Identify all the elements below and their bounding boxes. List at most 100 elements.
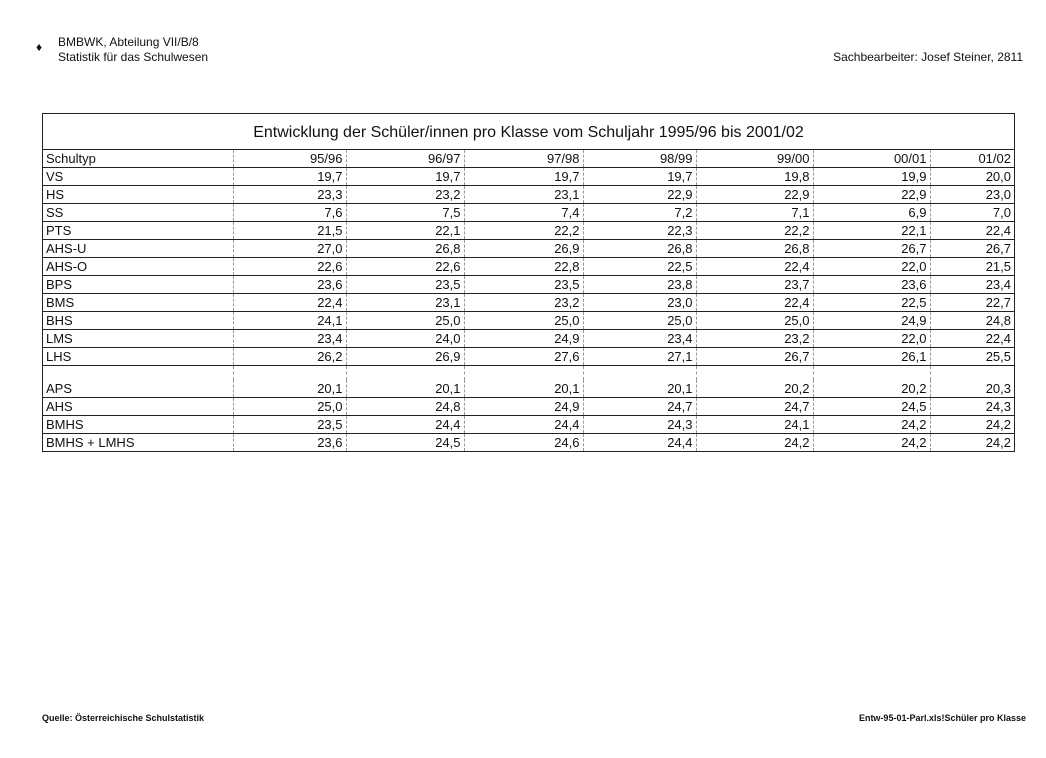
cell-value: 22,6 — [346, 257, 465, 276]
summary-row: AHS 25,0 24,8 24,9 24,7 24,7 24,5 24,3 — [43, 397, 1014, 416]
cell-value: 23,5 — [346, 275, 465, 294]
cell-value — [696, 365, 814, 380]
organization-header: BMBWK, Abteilung VII/B/8 Statistik für d… — [58, 35, 208, 65]
row-label: BPS — [43, 275, 234, 294]
row-label: BMS — [43, 293, 234, 312]
table-row: AHS-O 22,6 22,6 22,8 22,5 22,4 22,0 21,5 — [43, 257, 1014, 276]
cell-value — [346, 365, 465, 380]
table-row: VS 19,7 19,7 19,7 19,7 19,8 19,9 20,0 — [43, 167, 1014, 186]
cell-value: 7,1 — [696, 203, 814, 222]
file-reference: Entw-95-01-Parl.xls!Schüler pro Klasse — [858, 713, 1026, 723]
cell-value: 24,2 — [813, 433, 931, 451]
cell-value: 97/98 — [464, 150, 584, 168]
cell-value: 24,1 — [233, 311, 347, 330]
cell-value: 24,2 — [985, 435, 1011, 450]
row-label: VS — [43, 167, 234, 186]
cell-value: 23,2 — [346, 185, 465, 204]
cell-value: 20,0 — [930, 167, 1014, 186]
summary-row: APS 20,1 20,1 20,1 20,1 20,2 20,2 20,3 — [43, 380, 1014, 398]
cell-value: 23,8 — [583, 275, 697, 294]
cell-value: 22,1 — [346, 221, 465, 240]
cell-value: 24,5 — [813, 397, 931, 416]
cell-value: 22,4 — [696, 293, 814, 312]
table-row: LMS 23,4 24,0 24,9 23,4 23,2 22,0 22,4 — [43, 329, 1014, 348]
cell-value: 19,7 — [583, 167, 697, 186]
cell-value: 27,0 — [233, 239, 347, 258]
cell-value: 24,9 — [464, 329, 584, 348]
cell-value: 27,6 — [464, 347, 584, 366]
cell-value: 26,7 — [813, 239, 931, 258]
cell-value: 22,2 — [696, 221, 814, 240]
cell-value: 26,9 — [464, 239, 584, 258]
cell-value: 24,2 — [813, 415, 931, 434]
cell-value: 26,7 — [930, 239, 1014, 258]
row-label: PTS — [43, 221, 234, 240]
cell-value: 99/00 — [696, 150, 814, 168]
cell-value: 24,0 — [346, 329, 465, 348]
table-row: SS 7,6 7,5 7,4 7,2 7,1 6,9 7,0 — [43, 203, 1014, 222]
row-label: BMHS + LMHS — [43, 433, 234, 451]
cell-value: 19,8 — [696, 167, 814, 186]
cell-value: 23,1 — [464, 185, 584, 204]
cell-value: 22,9 — [813, 185, 931, 204]
row-label: APS — [43, 380, 234, 398]
cell-value: 23,6 — [233, 433, 347, 451]
cell-value: 7,4 — [464, 203, 584, 222]
cell-value: 23,4 — [583, 329, 697, 348]
cell-value: 24,5 — [346, 433, 465, 451]
cell-value: 22,5 — [583, 257, 697, 276]
table-row: HS 23,3 23,2 23,1 22,9 22,9 22,9 23,0 — [43, 185, 1014, 204]
row-label: BHS — [43, 311, 234, 330]
row-label: HS — [43, 185, 234, 204]
cell-value: 23,0 — [930, 185, 1014, 204]
cell-value: 25,0 — [346, 311, 465, 330]
table-row: PTS 21,5 22,1 22,2 22,3 22,2 22,1 22,4 — [43, 221, 1014, 240]
cell-value: 24,9 — [464, 397, 584, 416]
cell-value: 22,0 — [813, 329, 931, 348]
cell-value: 24,3 — [930, 397, 1014, 416]
table-row: LHS 26,2 26,9 27,6 27,1 26,7 26,1 25,5 — [43, 347, 1014, 366]
cell-value: 24,2 — [930, 415, 1014, 434]
cell-value: 22,9 — [696, 185, 814, 204]
cell-value: 24,9 — [813, 311, 931, 330]
cell-value: 23,5 — [233, 415, 347, 434]
cell-value: 23,6 — [813, 275, 931, 294]
cell-value: 27,1 — [583, 347, 697, 366]
cell-value: 20,2 — [696, 380, 814, 398]
row-label: SS — [43, 203, 234, 222]
cell-value: 23,2 — [464, 293, 584, 312]
cell-value: 26,9 — [346, 347, 465, 366]
cell-value: 24,4 — [346, 415, 465, 434]
cell-value: 24,1 — [696, 415, 814, 434]
cell-value: 24,8 — [346, 397, 465, 416]
cell-value: 20,3 — [930, 380, 1014, 398]
header-row: Schultyp 95/96 96/97 97/98 98/99 99/00 00/01 01… — [43, 150, 1014, 168]
table-row: BHS 24,1 25,0 25,0 25,0 25,0 24,9 24,8 — [43, 311, 1014, 330]
cell-value: 24,8 — [930, 311, 1014, 330]
cell-value: 23,4 — [930, 275, 1014, 294]
cell-value: 22,4 — [930, 221, 1014, 240]
cell-value: 22,6 — [233, 257, 347, 276]
cell-value: 24,6 — [464, 433, 584, 451]
cell-value: 20,1 — [464, 380, 584, 398]
cell-value: 96/97 — [346, 150, 465, 168]
cell-value: 6,9 — [813, 203, 931, 222]
org-line-2: Statistik für das Schulwesen — [58, 50, 209, 64]
cell-value: 24,2 — [696, 433, 814, 451]
cell-value: 7,2 — [583, 203, 697, 222]
cell-value: 26,8 — [696, 239, 814, 258]
cell-value: 26,7 — [696, 347, 814, 366]
cell-value: 23,3 — [233, 185, 347, 204]
cell-value: 19,7 — [346, 167, 465, 186]
cell-value: 22,4 — [233, 293, 347, 312]
cell-value — [233, 365, 347, 380]
cell-value: 21,5 — [233, 221, 347, 240]
cell-value: 22,7 — [930, 293, 1014, 312]
cell-value: 19,9 — [813, 167, 931, 186]
cell-value: 25,5 — [930, 347, 1014, 366]
cell-value — [464, 365, 584, 380]
cell-value: 23,0 — [583, 293, 697, 312]
cell-value: 24,7 — [583, 397, 697, 416]
cell-value: 7,0 — [930, 203, 1014, 222]
source-note: Quelle: Österreichische Schulstatistik — [42, 713, 205, 723]
